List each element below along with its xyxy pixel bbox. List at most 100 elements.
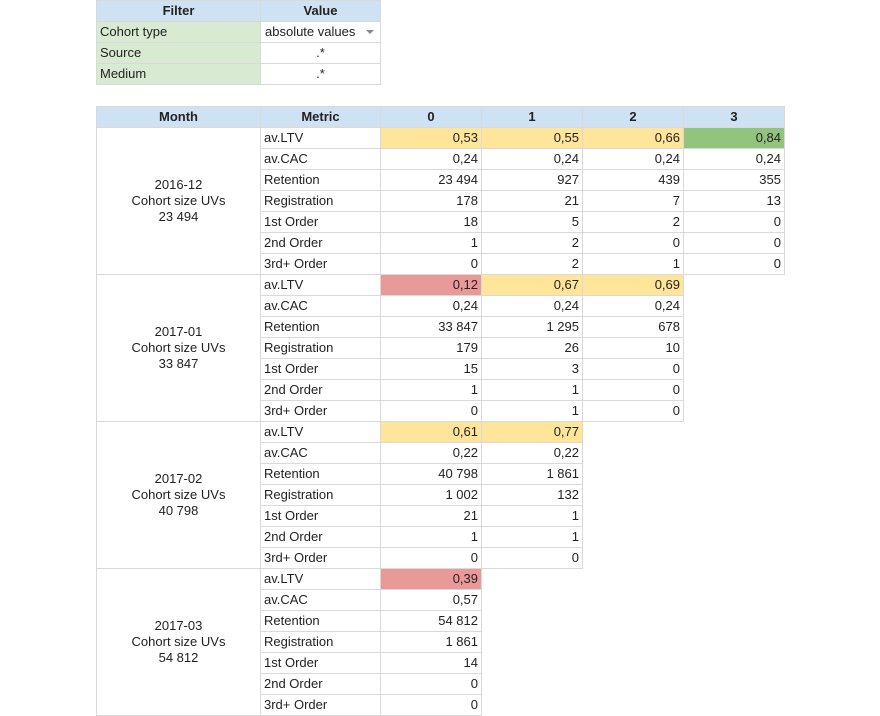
value-cell[interactable]: 0,24: [481, 148, 583, 170]
metric-cell[interactable]: 3rd+ Order: [260, 547, 381, 569]
source-value-cell[interactable]: .*: [260, 42, 381, 64]
value-cell[interactable]: 132: [481, 484, 583, 506]
value-cell[interactable]: 0,77: [481, 421, 583, 443]
value-cell[interactable]: 0,84: [683, 127, 785, 149]
value-cell[interactable]: 0: [582, 379, 684, 401]
dropdown-arrow-icon[interactable]: [366, 30, 374, 34]
metric-cell[interactable]: av.LTV: [260, 274, 381, 296]
value-cell[interactable]: 23 494: [380, 169, 482, 191]
metric-cell[interactable]: 1st Order: [260, 505, 381, 527]
cohort-month-cell[interactable]: 2017-03 Cohort size UVs 54 812: [96, 568, 261, 716]
metric-cell[interactable]: 3rd+ Order: [260, 694, 381, 716]
value-cell[interactable]: 0: [582, 400, 684, 422]
metric-cell[interactable]: av.CAC: [260, 148, 381, 170]
value-cell[interactable]: 5: [481, 211, 583, 233]
value-cell[interactable]: 0: [380, 400, 482, 422]
metric-cell[interactable]: av.CAC: [260, 442, 381, 464]
value-cell[interactable]: 1 002: [380, 484, 482, 506]
metric-cell[interactable]: Registration: [260, 631, 381, 653]
value-cell[interactable]: 0,69: [582, 274, 684, 296]
value-cell[interactable]: 0,24: [683, 148, 785, 170]
value-cell[interactable]: 0: [380, 547, 482, 569]
value-cell[interactable]: 0: [582, 358, 684, 380]
value-cell[interactable]: 0: [683, 253, 785, 275]
value-cell[interactable]: 0,61: [380, 421, 482, 443]
value-cell[interactable]: 0,24: [481, 295, 583, 317]
cohort-type-dropdown[interactable]: absolute values: [260, 21, 381, 43]
value-cell[interactable]: 678: [582, 316, 684, 338]
metric-cell[interactable]: Registration: [260, 484, 381, 506]
value-cell[interactable]: 1 861: [380, 631, 482, 653]
value-cell[interactable]: 33 847: [380, 316, 482, 338]
value-cell[interactable]: 26: [481, 337, 583, 359]
cohort-month-cell[interactable]: 2017-01 Cohort size UVs 33 847: [96, 274, 261, 422]
value-cell[interactable]: 1: [582, 253, 684, 275]
value-cell[interactable]: 0: [481, 547, 583, 569]
value-cell[interactable]: 1: [481, 400, 583, 422]
metric-cell[interactable]: 3rd+ Order: [260, 253, 381, 275]
value-cell[interactable]: 1: [481, 379, 583, 401]
metric-cell[interactable]: av.LTV: [260, 127, 381, 149]
value-cell[interactable]: 0: [380, 673, 482, 695]
value-cell[interactable]: 14: [380, 652, 482, 674]
value-cell[interactable]: 0,24: [582, 148, 684, 170]
value-cell[interactable]: 0,24: [380, 295, 482, 317]
metric-cell[interactable]: Retention: [260, 610, 381, 632]
metric-cell[interactable]: av.CAC: [260, 295, 381, 317]
value-cell[interactable]: 0,24: [582, 295, 684, 317]
value-cell[interactable]: 1: [481, 505, 583, 527]
cohort-month-cell[interactable]: 2017-02 Cohort size UVs 40 798: [96, 421, 261, 569]
metric-cell[interactable]: Registration: [260, 337, 381, 359]
value-cell[interactable]: 0,12: [380, 274, 482, 296]
value-cell[interactable]: 0,24: [380, 148, 482, 170]
value-cell[interactable]: 0,22: [481, 442, 583, 464]
medium-value-cell[interactable]: .*: [260, 63, 381, 85]
cohort-month-cell[interactable]: 2016-12 Cohort size UVs 23 494: [96, 127, 261, 275]
metric-cell[interactable]: 3rd+ Order: [260, 400, 381, 422]
value-cell[interactable]: 40 798: [380, 463, 482, 485]
value-cell[interactable]: 0: [683, 211, 785, 233]
value-cell[interactable]: 1: [380, 379, 482, 401]
value-cell[interactable]: 0,66: [582, 127, 684, 149]
value-cell[interactable]: 0,22: [380, 442, 482, 464]
value-cell[interactable]: 18: [380, 211, 482, 233]
value-cell[interactable]: 179: [380, 337, 482, 359]
value-cell[interactable]: 15: [380, 358, 482, 380]
value-cell[interactable]: 355: [683, 169, 785, 191]
value-cell[interactable]: 0,67: [481, 274, 583, 296]
value-cell[interactable]: 0,55: [481, 127, 583, 149]
metric-cell[interactable]: 2nd Order: [260, 673, 381, 695]
value-cell[interactable]: 2: [481, 232, 583, 254]
value-cell[interactable]: 1 295: [481, 316, 583, 338]
metric-cell[interactable]: Retention: [260, 463, 381, 485]
metric-cell[interactable]: Registration: [260, 190, 381, 212]
value-cell[interactable]: 0: [380, 694, 482, 716]
metric-cell[interactable]: av.CAC: [260, 589, 381, 611]
metric-cell[interactable]: 1st Order: [260, 652, 381, 674]
value-cell[interactable]: 1: [380, 526, 482, 548]
value-cell[interactable]: 2: [582, 211, 684, 233]
metric-cell[interactable]: Retention: [260, 169, 381, 191]
metric-cell[interactable]: 2nd Order: [260, 232, 381, 254]
value-cell[interactable]: 21: [481, 190, 583, 212]
value-cell[interactable]: 3: [481, 358, 583, 380]
metric-cell[interactable]: av.LTV: [260, 568, 381, 590]
value-cell[interactable]: 1: [481, 526, 583, 548]
value-cell[interactable]: 21: [380, 505, 482, 527]
value-cell[interactable]: 0,53: [380, 127, 482, 149]
value-cell[interactable]: 2: [481, 253, 583, 275]
metric-cell[interactable]: Retention: [260, 316, 381, 338]
value-cell[interactable]: 13: [683, 190, 785, 212]
value-cell[interactable]: 0: [582, 232, 684, 254]
metric-cell[interactable]: 1st Order: [260, 211, 381, 233]
value-cell[interactable]: 54 812: [380, 610, 482, 632]
value-cell[interactable]: 0,39: [380, 568, 482, 590]
value-cell[interactable]: 0,57: [380, 589, 482, 611]
value-cell[interactable]: 439: [582, 169, 684, 191]
value-cell[interactable]: 1 861: [481, 463, 583, 485]
metric-cell[interactable]: 1st Order: [260, 358, 381, 380]
value-cell[interactable]: 927: [481, 169, 583, 191]
value-cell[interactable]: 10: [582, 337, 684, 359]
value-cell[interactable]: 1: [380, 232, 482, 254]
value-cell[interactable]: 178: [380, 190, 482, 212]
